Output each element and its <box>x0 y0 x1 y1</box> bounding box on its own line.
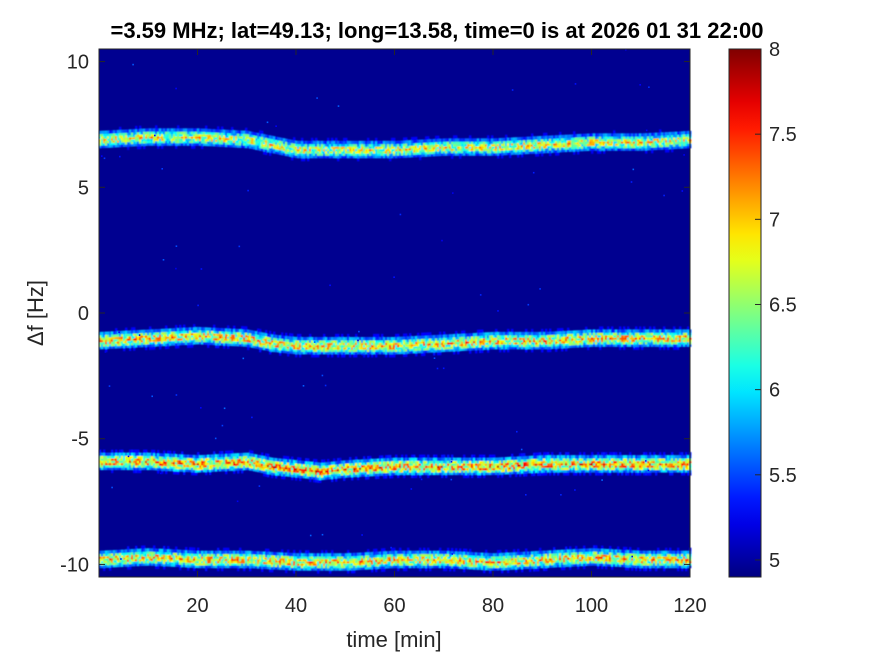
colorbar-gradient <box>728 48 762 578</box>
x-axis-label: time [min] <box>346 627 441 652</box>
heatmap-band-3 <box>99 449 692 483</box>
colorbar-tick-label: 7.5 <box>769 124 797 146</box>
y-axis-label: Δf [Hz] <box>23 280 48 346</box>
x-tick-label: 40 <box>285 595 307 617</box>
x-tick-label: 20 <box>186 595 208 617</box>
colorbar-tick-label: 7 <box>769 209 780 231</box>
x-axis: 20 40 60 80 100 120 <box>186 49 707 617</box>
heatmap-bands <box>99 125 692 574</box>
y-axis: -10 -5 0 5 10 <box>60 52 690 576</box>
colorbar-tick-label: 6.5 <box>769 294 797 316</box>
x-tick-label: 60 <box>383 595 405 617</box>
colorbar-ticks: 5 5.5 6 6.5 7 7.5 8 <box>755 39 797 572</box>
x-tick-label: 80 <box>482 595 504 617</box>
y-tick-label: 10 <box>67 52 89 74</box>
colorbar: 5 5.5 6 6.5 7 7.5 8 <box>728 39 797 578</box>
x-tick-label: 120 <box>673 595 706 617</box>
heatmap-band-4 <box>99 545 692 574</box>
x-tick-label: 100 <box>575 595 608 617</box>
colorbar-tick-label: 8 <box>769 39 780 61</box>
y-tick-label: -10 <box>60 554 89 576</box>
colorbar-tick-label: 5 <box>769 550 780 572</box>
heatmap-band-1 <box>99 125 692 162</box>
colorbar-tick-label: 6 <box>769 380 780 402</box>
plot-area <box>98 48 692 578</box>
heatmap-noise <box>101 49 685 568</box>
y-tick-label: -5 <box>71 429 89 451</box>
heatmap-band-2 <box>99 324 692 358</box>
heatmap-background <box>99 49 690 577</box>
colorbar-tick-label: 5.5 <box>769 465 797 487</box>
y-tick-label: 5 <box>78 177 89 199</box>
y-tick-label: 0 <box>78 303 89 325</box>
chart-title: =3.59 MHz; lat=49.13; long=13.58, time=0… <box>110 18 763 43</box>
